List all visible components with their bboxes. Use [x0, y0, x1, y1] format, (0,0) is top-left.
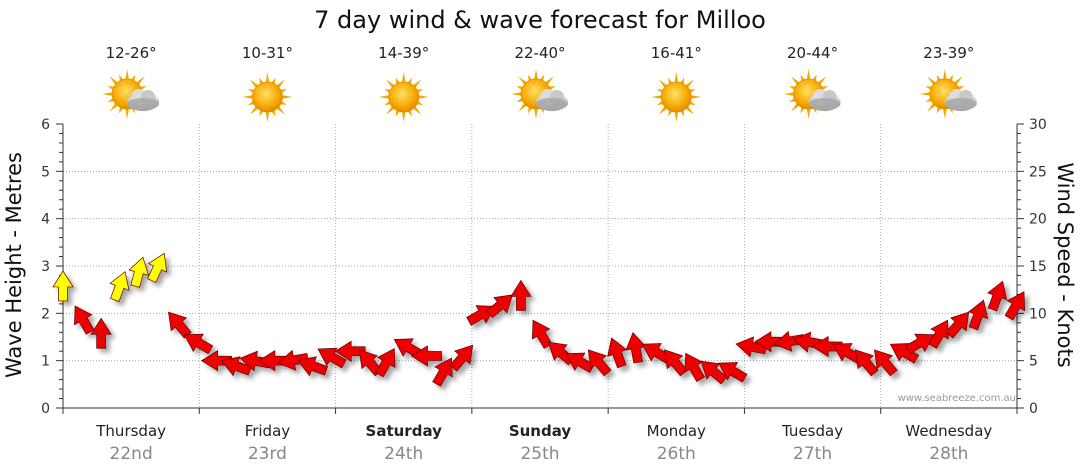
temperature-labels: 12-26° 10-31° 14-39° 22-40° 16-41° 20-44° 23-3…	[106, 44, 975, 62]
right-tick-label: 0	[1029, 401, 1038, 417]
day-date-label: 28th	[929, 444, 968, 464]
wind-arrow	[90, 317, 112, 349]
chart-title: 7 day wind & wave forecast for Milloo	[314, 6, 766, 34]
cloud-icon	[808, 89, 841, 111]
cloud-icon	[944, 89, 977, 111]
day-date-label: 25th	[520, 444, 559, 464]
day-name-label: Friday	[245, 422, 291, 440]
sun-icon	[378, 72, 429, 122]
wind-arrow	[183, 333, 214, 355]
left-tick-label: 1	[41, 354, 50, 370]
wind-arrows	[52, 252, 1026, 387]
wind-arrow	[607, 337, 628, 369]
wind-arrow	[987, 280, 1008, 312]
day-name-label: Thursday	[95, 422, 166, 440]
partly-cloudy-sun-icon	[783, 69, 841, 119]
temp-range-label: 23-39°	[923, 44, 974, 62]
left-tick-label: 4	[41, 212, 50, 228]
temp-range-label: 16-41°	[651, 44, 702, 62]
right-tick-label: 5	[1029, 354, 1038, 370]
watermark: www.seabreeze.com.au	[898, 393, 1016, 404]
partly-cloudy-sun-icon	[919, 69, 977, 119]
temp-range-label: 10-31°	[242, 44, 293, 62]
left-tick-label: 2	[41, 306, 50, 322]
left-tick-label: 6	[41, 117, 50, 133]
wind-arrow	[220, 356, 252, 377]
axes	[56, 123, 1024, 414]
wind-arrow	[531, 319, 553, 349]
left-tick-label: 0	[41, 401, 50, 417]
wind-arrow	[928, 319, 949, 349]
wind-arrow	[74, 305, 95, 335]
day-date-label: 22nd	[110, 444, 153, 464]
right-axis-title: Wind Speed - Knots	[1053, 162, 1077, 367]
wind-arrow	[449, 344, 474, 372]
left-tick-label: 5	[41, 164, 50, 180]
weather-icons	[102, 69, 977, 122]
wind-arrow	[410, 345, 442, 367]
left-tick-label: 3	[41, 259, 50, 275]
temp-range-label: 14-39°	[378, 44, 429, 62]
wind-arrow	[664, 349, 688, 377]
wind-arrow	[735, 336, 767, 358]
sun-icon	[242, 72, 293, 122]
day-name-label: Monday	[647, 422, 706, 440]
day-date-label: 26th	[657, 444, 696, 464]
day-name-label: Wednesday	[905, 422, 992, 440]
right-tick-label: 15	[1029, 259, 1047, 275]
temp-range-label: 20-44°	[787, 44, 838, 62]
day-labels: Thursday 22nd Friday 23rd Saturday 24th Sunday…	[95, 422, 992, 464]
wind-arrow	[374, 347, 396, 378]
wind-arrow	[968, 299, 989, 331]
left-axis-title: Wave Height - Metres	[2, 152, 26, 378]
wind-arrow	[874, 349, 898, 377]
day-name-label: Saturday	[366, 422, 443, 440]
wind-arrow	[52, 270, 74, 302]
wind-arrow	[905, 333, 935, 355]
wind-arrow	[128, 256, 149, 288]
cloud-icon	[536, 89, 568, 111]
day-date-label: 24th	[384, 444, 423, 464]
wind-arrow	[1004, 291, 1026, 321]
wind-arrow	[334, 340, 366, 362]
wind-arrow	[510, 279, 532, 311]
temp-range-label: 12-26°	[106, 44, 157, 62]
right-tick-label: 30	[1029, 117, 1047, 133]
wind-arrow	[718, 362, 748, 383]
cloud-icon	[127, 89, 160, 111]
right-y-tick-labels: 0 5 10 15 20 25 30	[1029, 117, 1047, 417]
wind-arrow	[277, 349, 309, 371]
wind-arrow	[317, 347, 347, 369]
day-date-label: 27th	[793, 444, 832, 464]
right-tick-label: 20	[1029, 212, 1047, 228]
wind-arrow	[486, 294, 514, 319]
wind-arrow	[109, 271, 130, 302]
wind-arrow	[945, 311, 970, 339]
wind-arrow	[587, 349, 612, 377]
partly-cloudy-sun-icon	[511, 69, 568, 119]
day-name-label: Sunday	[509, 422, 572, 440]
right-tick-label: 25	[1029, 164, 1047, 180]
wind-arrow	[297, 356, 329, 377]
wind-arrow	[565, 352, 595, 374]
sun-icon	[651, 72, 702, 122]
wind-arrow	[432, 357, 453, 387]
partly-cloudy-sun-icon	[102, 69, 160, 119]
right-tick-label: 10	[1029, 306, 1047, 322]
wind-arrow	[854, 349, 879, 377]
left-y-tick-labels: 0 1 2 3 4 5 6	[41, 117, 50, 417]
day-date-label: 23rd	[248, 444, 287, 464]
day-name-label: Tuesday	[781, 422, 843, 440]
temp-range-label: 22-40°	[514, 44, 565, 62]
wind-arrow	[147, 252, 168, 283]
